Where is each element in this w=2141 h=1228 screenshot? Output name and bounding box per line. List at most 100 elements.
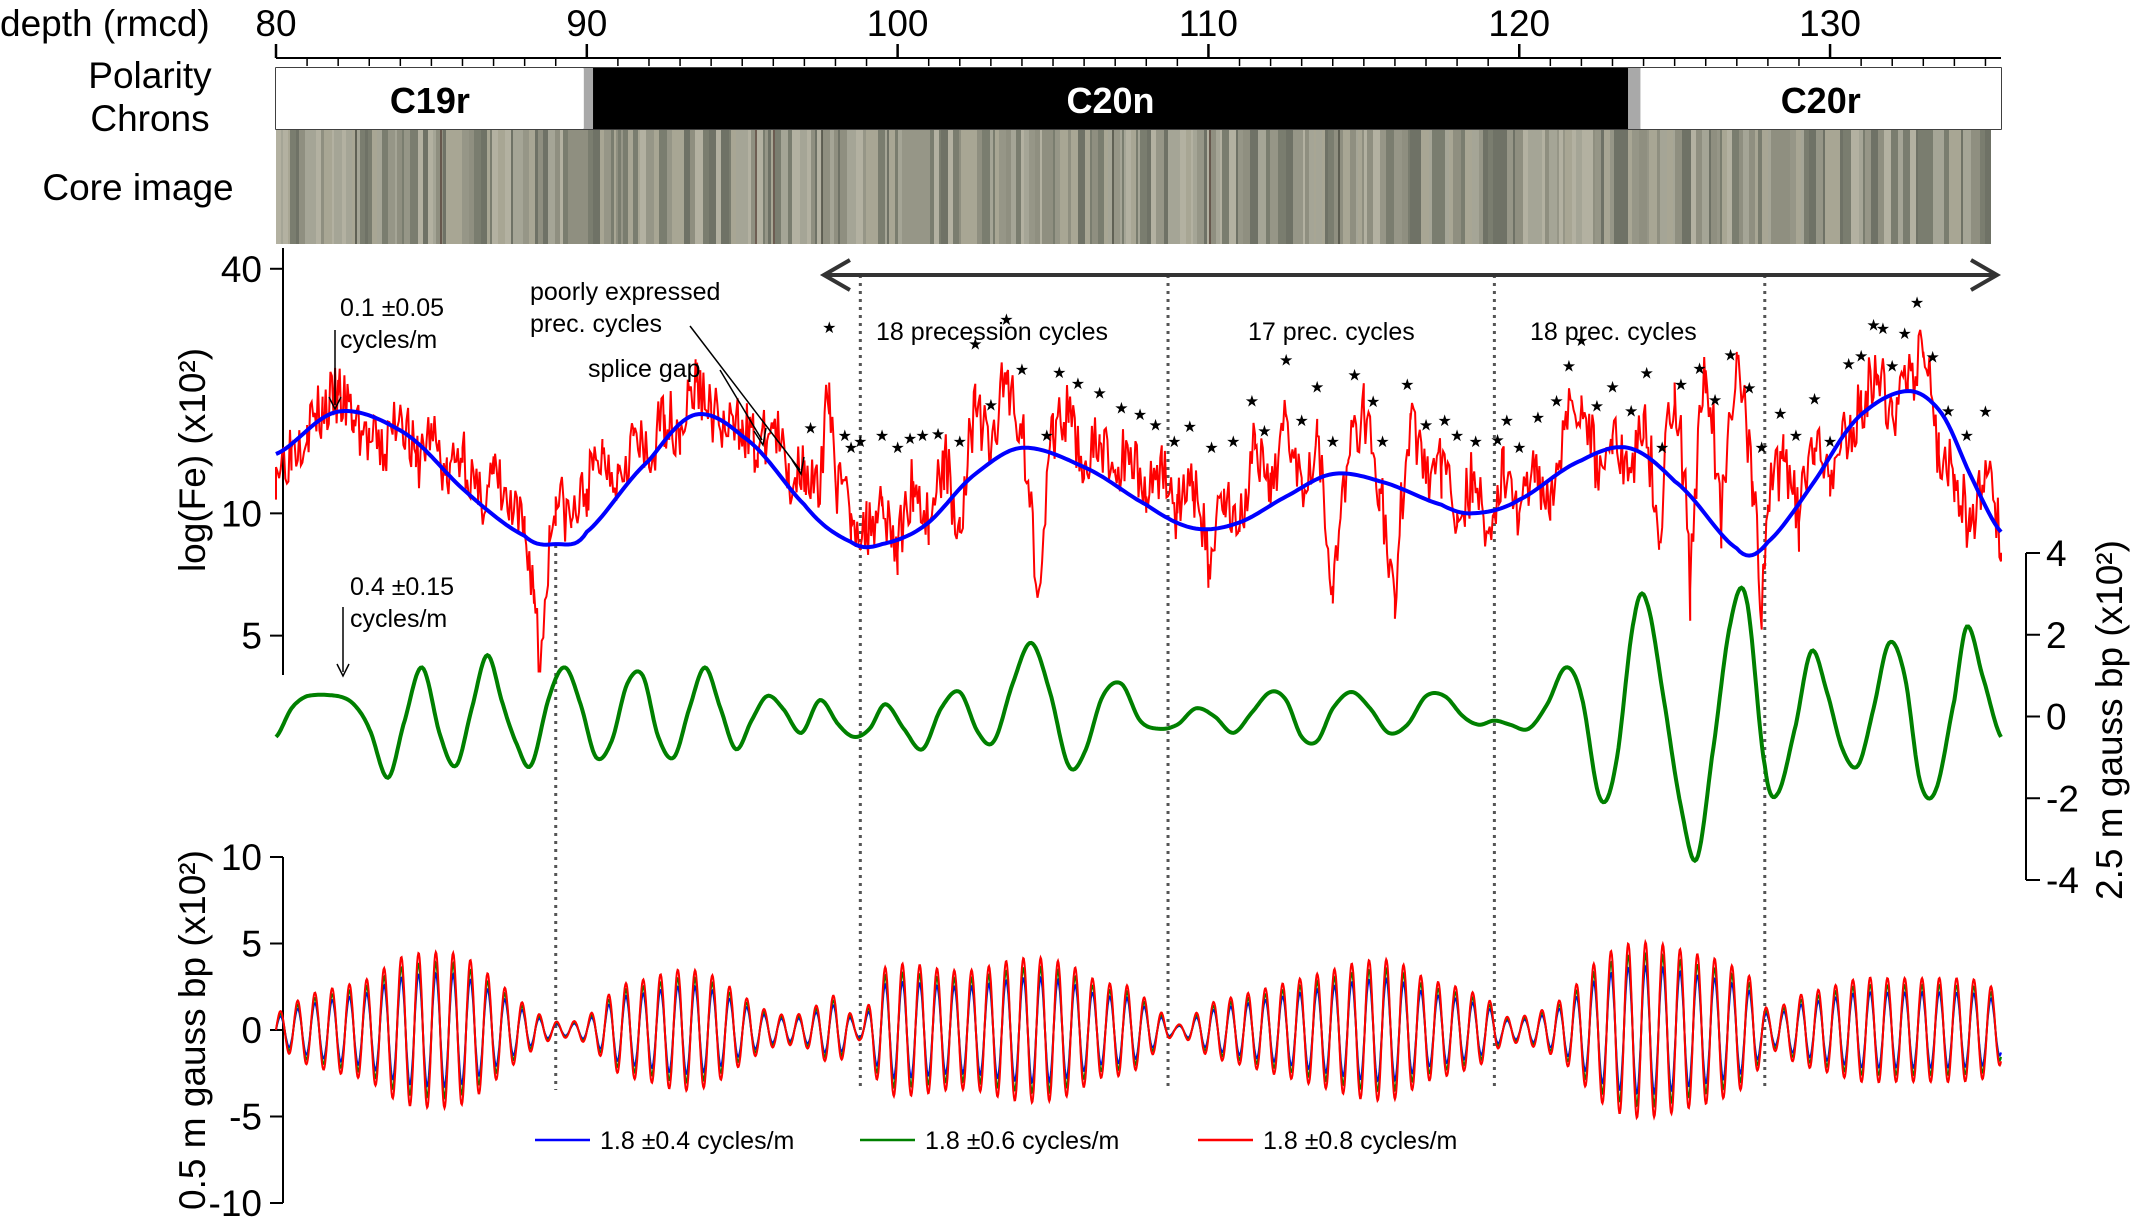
core-band: [961, 130, 965, 244]
core-band: [410, 130, 418, 244]
core-image-label: Core image: [42, 167, 233, 208]
core-band: [1290, 130, 1293, 244]
core-band: [1696, 130, 1702, 244]
precession-star: ★: [1807, 391, 1821, 408]
core-band: [1532, 130, 1536, 244]
core-band: [1673, 130, 1675, 244]
core-band: [1743, 130, 1745, 244]
double-arrow-right-head: [1970, 258, 2002, 292]
core-band: [623, 130, 628, 244]
precession-star: ★: [1574, 333, 1588, 350]
precession-star: ★: [844, 440, 858, 457]
core-band: [1944, 130, 1949, 244]
polarity-segment-label: C19r: [390, 80, 470, 121]
core-band: [721, 130, 729, 244]
precession-star: ★: [1755, 440, 1769, 457]
core-band: [1299, 130, 1303, 244]
core-band: [575, 130, 578, 244]
core-band: [543, 130, 548, 244]
core-band: [397, 130, 402, 244]
core-band: [982, 130, 990, 244]
core-band: [1303, 130, 1305, 244]
core-band: [1755, 130, 1758, 244]
core-band: [1193, 130, 1197, 244]
core-band: [1722, 130, 1727, 244]
core-band: [1649, 130, 1657, 244]
core-band: [1582, 130, 1590, 244]
core-band: [895, 130, 898, 244]
core-band: [995, 130, 999, 244]
core-band: [1565, 130, 1572, 244]
core-band: [1341, 130, 1343, 244]
core-band: [1898, 130, 1903, 244]
precession-star: ★: [1500, 413, 1514, 430]
core-band: [775, 130, 781, 244]
precession-star: ★: [1723, 347, 1737, 364]
precession-star: ★: [1226, 434, 1240, 451]
core-band: [1865, 130, 1871, 244]
annotation-17-prec: 17 prec. cycles: [1248, 318, 1415, 346]
core-band: [840, 130, 847, 244]
precession-star: ★: [1183, 419, 1197, 436]
core-band: [1131, 130, 1136, 244]
core-band: [1053, 130, 1055, 244]
core-band: [1483, 130, 1488, 244]
core-band: [568, 130, 575, 244]
core-band: [1980, 130, 1985, 244]
core-band: [310, 130, 316, 244]
bp25-panel: 4 2 0 -2 -4 2.5 m gauss bp (x10²): [274, 533, 2130, 901]
core-band: [1209, 130, 1216, 244]
core-dark-band: [821, 130, 823, 244]
core-band: [1006, 130, 1011, 244]
core-band: [934, 130, 939, 244]
core-band: [990, 130, 993, 244]
core-band: [1709, 130, 1711, 244]
depth-tick-label: 90: [566, 3, 607, 44]
precession-star: ★: [1854, 348, 1868, 365]
precession-star: ★: [1866, 318, 1880, 335]
precession-star: ★: [1015, 362, 1029, 379]
core-band: [1243, 130, 1250, 244]
annotation-freq-0-1: 0.1 ±0.05: [340, 294, 444, 322]
core-band: [885, 130, 887, 244]
core-band: [1801, 130, 1804, 244]
core-band: [993, 130, 995, 244]
precession-star: ★: [1842, 357, 1856, 374]
core-band: [481, 130, 487, 244]
core-band: [1334, 130, 1341, 244]
core-band: [1071, 130, 1078, 244]
precession-star: ★: [1823, 434, 1837, 451]
core-band: [1104, 130, 1108, 244]
precession-star: ★: [838, 428, 852, 445]
precession-star: ★: [1279, 352, 1293, 369]
precession-star: ★: [1310, 380, 1324, 397]
core-band: [1809, 130, 1816, 244]
core-band: [1055, 130, 1060, 244]
core-band: [529, 130, 535, 244]
precession-star: ★: [1040, 428, 1054, 445]
core-band: [972, 130, 977, 244]
core-band: [342, 130, 346, 244]
precession-stars: ★★★★★ ★★★★ ★ ★★★★★★★★★★ ★★★★★ ★★★★★★★★★★★★ ★★ ★…: [803, 295, 1992, 457]
precession-star: ★: [1490, 433, 1504, 450]
polarity-label-line1: Polarity: [88, 55, 212, 96]
core-band: [505, 130, 511, 244]
core-band: [1542, 130, 1545, 244]
core-band: [654, 130, 659, 244]
core-band: [1840, 130, 1843, 244]
core-band: [404, 130, 410, 244]
core-band: [621, 130, 623, 244]
fe-series-line: [275, 329, 2002, 673]
bp05-y-tick-label: -10: [209, 1183, 262, 1224]
annotation-prec-cycles: prec. cycles: [530, 310, 662, 338]
core-band: [1078, 130, 1085, 244]
core-band: [1555, 130, 1557, 244]
core-band: [1147, 130, 1151, 244]
bp05-series-line: [275, 938, 2002, 1121]
core-band: [428, 130, 433, 244]
core-band: [709, 130, 716, 244]
core-band: [1092, 130, 1098, 244]
annotation-splice-gap: splice gap: [588, 355, 701, 383]
core-band: [474, 130, 478, 244]
